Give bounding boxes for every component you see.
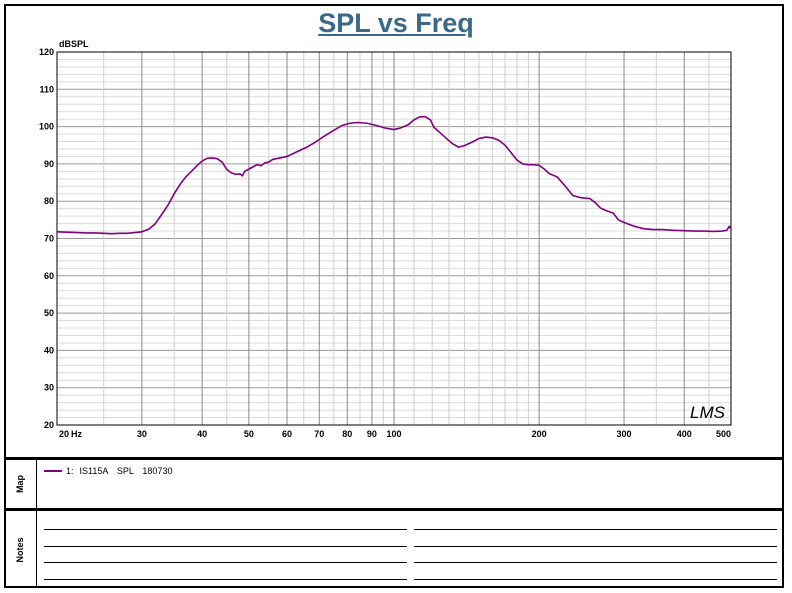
- x-tick-label: 50: [244, 429, 254, 439]
- notes-top-divider: [6, 508, 782, 511]
- grid: [56, 51, 732, 426]
- map-label: Map: [15, 475, 25, 493]
- y-tick-label: 110: [39, 84, 54, 94]
- y-tick-label: 30: [44, 383, 54, 393]
- y-tick-label: 50: [44, 308, 54, 318]
- y-tick-label: 40: [44, 345, 54, 355]
- spl-chart: 20 30 40 50 60 70 80 90 100 110 120 20 30 40 50 60 70 80…: [39, 39, 732, 439]
- note-line: [44, 562, 407, 563]
- x-tick-label: 80: [342, 429, 352, 439]
- x-tick-label: 70: [314, 429, 324, 439]
- y-tick-label: 120: [39, 47, 54, 57]
- note-line: [414, 579, 777, 580]
- y-axis-label: dBSPL: [59, 39, 89, 49]
- y-tick-label: 60: [44, 271, 54, 281]
- report-frame: [4, 4, 784, 588]
- legend-code: 180730: [142, 466, 173, 476]
- x-tick-label: 500: [716, 429, 731, 439]
- chart-title: SPL vs Freq: [318, 8, 474, 38]
- x-tick-label: 400: [677, 429, 692, 439]
- lms-watermark: LMS: [690, 403, 726, 422]
- x-tick-label: 20: [59, 429, 69, 439]
- notes-label: Notes: [15, 536, 25, 563]
- note-line: [44, 546, 407, 547]
- x-tick-label: 300: [617, 429, 632, 439]
- y-axis-ticks: 20 30 40 50 60 70 80 90 100 110 120: [39, 47, 54, 430]
- series-line-is115a-spl: [56, 115, 732, 235]
- x-tick-label: 200: [532, 429, 547, 439]
- y-tick-label: 70: [44, 234, 54, 244]
- map-left-divider: [36, 460, 37, 508]
- y-tick-label: 80: [44, 196, 54, 206]
- note-line: [414, 562, 777, 563]
- legend-device: IS115A: [79, 466, 109, 476]
- y-tick-label: 20: [44, 420, 54, 430]
- x-tick-label: 40: [197, 429, 207, 439]
- legend-entry: 1: IS115A SPL 180730: [44, 466, 178, 476]
- x-tick-label: 60: [282, 429, 292, 439]
- note-line: [414, 546, 777, 547]
- note-line: [414, 529, 777, 530]
- legend-measure: SPL: [116, 466, 134, 476]
- note-line: [44, 579, 407, 580]
- notes-left-divider: [36, 511, 37, 588]
- legend-swatch: [44, 470, 62, 472]
- x-axis-unit-label: Hz: [71, 429, 82, 439]
- legend-index: 1:: [66, 466, 74, 476]
- x-tick-label: 30: [137, 429, 147, 439]
- y-tick-label: 90: [44, 159, 54, 169]
- map-top-divider: [6, 457, 782, 460]
- y-tick-label: 100: [39, 122, 54, 132]
- note-line: [44, 529, 407, 530]
- x-tick-label: 90: [367, 429, 377, 439]
- x-tick-label: 100: [386, 429, 401, 439]
- x-axis-ticks: 20 30 40 50 60 70 80 90 100 200 300 400 500: [59, 429, 731, 439]
- plot-area: [56, 51, 732, 426]
